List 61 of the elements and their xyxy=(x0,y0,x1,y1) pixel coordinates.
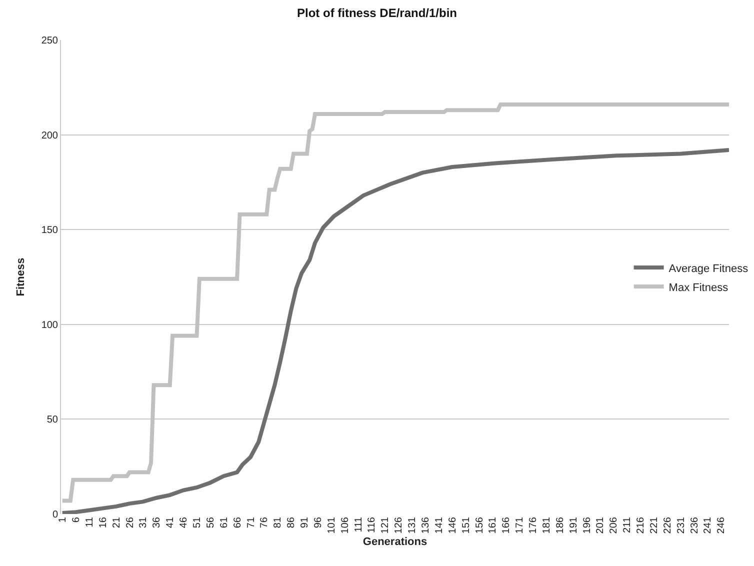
x-tick-label: 11 xyxy=(84,516,96,528)
y-axis-title: Fitness xyxy=(14,258,27,296)
x-tick-label: 136 xyxy=(420,516,432,534)
x-tick-label: 171 xyxy=(514,516,526,534)
x-tick-label: 246 xyxy=(716,516,728,534)
x-tick-label: 206 xyxy=(608,516,620,534)
x-tick-label: 106 xyxy=(340,516,351,534)
x-tick-label: 116 xyxy=(366,516,378,533)
x-tick-label: 121 xyxy=(380,516,392,534)
y-tick-label: 150 xyxy=(41,225,58,236)
y-tick-label: 250 xyxy=(41,36,58,46)
x-tick-label: 71 xyxy=(246,516,257,528)
x-tick-label: 166 xyxy=(501,516,512,534)
x-tick-label: 226 xyxy=(662,516,674,534)
x-tick-label: 156 xyxy=(474,516,486,534)
x-tick-label: 201 xyxy=(595,516,606,534)
x-tick-label: 36 xyxy=(152,516,163,528)
x-tick-label: 56 xyxy=(205,516,216,528)
x-tick-label: 126 xyxy=(394,516,405,534)
x-tick-label: 96 xyxy=(312,516,324,528)
x-tick-label: 81 xyxy=(272,516,284,528)
x-tick-label: 141 xyxy=(434,516,445,534)
x-tick-label: 86 xyxy=(286,516,298,528)
x-tick-label: 216 xyxy=(636,516,647,534)
x-tick-label: 236 xyxy=(689,516,700,534)
legend-label: Max Fitness xyxy=(668,282,729,294)
x-tick-label: 211 xyxy=(622,516,634,533)
x-tick-label: 46 xyxy=(178,516,190,528)
y-tick-label: 0 xyxy=(52,510,58,520)
x-tick-label: 146 xyxy=(447,516,458,534)
x-tick-label: 21 xyxy=(111,516,122,528)
x-tick-label: 161 xyxy=(488,516,499,534)
x-tick-label: 1 xyxy=(58,516,69,523)
x-tick-label: 101 xyxy=(326,516,338,534)
x-tick-label: 6 xyxy=(71,516,82,523)
x-tick-label: 191 xyxy=(568,516,580,534)
legend-label: Average Fitness xyxy=(668,262,749,275)
x-tick-label: 16 xyxy=(98,516,109,528)
x-axis-title: Generations xyxy=(362,536,428,548)
x-tick-label: 231 xyxy=(676,516,687,534)
y-tick-label: 100 xyxy=(41,320,58,331)
x-tick-label: 31 xyxy=(138,516,150,528)
x-tick-label: 151 xyxy=(460,516,472,534)
x-tick-label: 186 xyxy=(554,516,566,534)
x-tick-label: 221 xyxy=(648,516,660,534)
x-tick-label: 111 xyxy=(353,516,364,532)
x-tick-label: 131 xyxy=(407,516,418,534)
x-tick-label: 196 xyxy=(582,516,593,534)
x-tick-label: 41 xyxy=(165,516,176,528)
x-tick-label: 61 xyxy=(218,516,230,528)
y-tick-label: 200 xyxy=(41,130,58,142)
x-tick-label: 26 xyxy=(124,516,136,528)
x-tick-label: 176 xyxy=(528,516,540,534)
x-tick-label: 76 xyxy=(259,516,270,528)
x-tick-label: 66 xyxy=(232,516,244,528)
x-tick-label: 181 xyxy=(541,516,552,534)
x-tick-label: 241 xyxy=(702,516,714,534)
x-tick-label: 51 xyxy=(192,516,203,528)
y-tick-label: 50 xyxy=(46,414,58,426)
x-tick-label: 91 xyxy=(300,516,311,528)
chart-title: Plot of fitness DE/rand/1/bin xyxy=(296,6,458,20)
